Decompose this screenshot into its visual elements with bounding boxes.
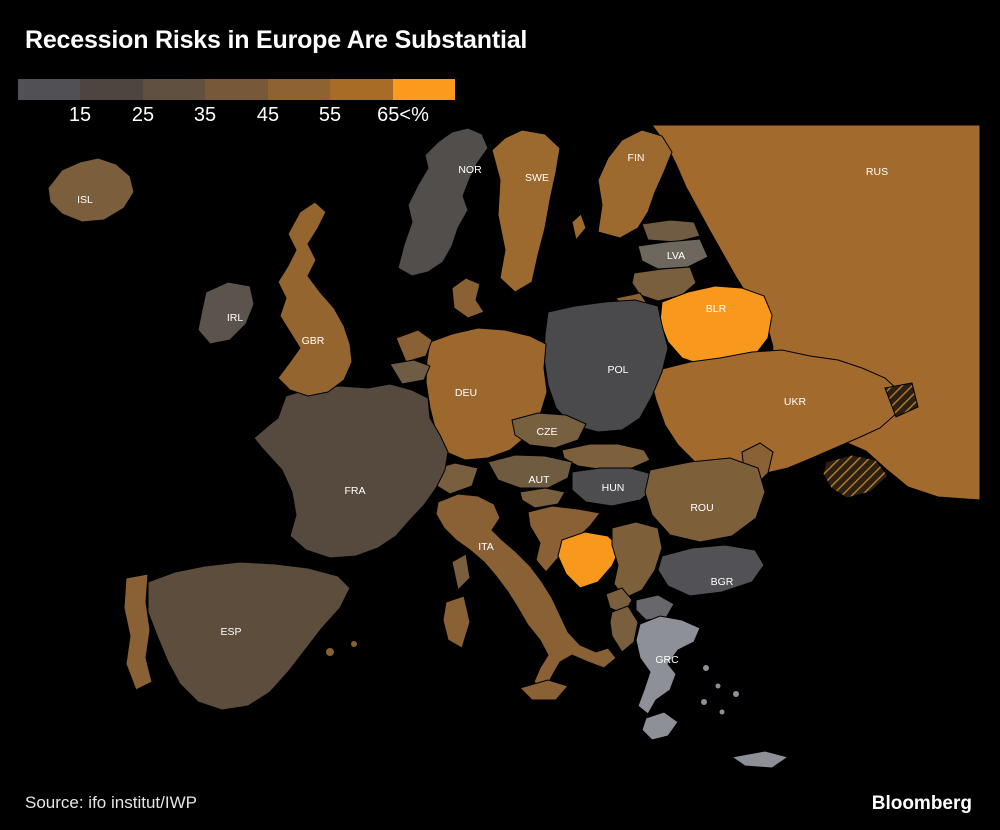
country-spain xyxy=(147,561,351,711)
country-estonia xyxy=(641,219,701,243)
legend-segment-6 xyxy=(330,79,394,100)
country-united-kingdom xyxy=(277,201,353,397)
legend-color-bar xyxy=(18,79,455,100)
country-bulgaria xyxy=(657,544,765,597)
legend-segment-2 xyxy=(80,79,144,100)
legend-segment-5 xyxy=(268,79,331,100)
country-north-macedonia xyxy=(635,594,675,621)
island-crete xyxy=(730,750,790,769)
legend-tick-65: 65<% xyxy=(377,104,429,126)
country-france xyxy=(253,383,449,559)
label-deu: DEU xyxy=(455,387,477,399)
island-sicily xyxy=(519,679,569,701)
label-fra: FRA xyxy=(345,485,366,497)
country-austria xyxy=(487,454,573,489)
legend-segment-1 xyxy=(18,79,81,100)
label-rus: RUS xyxy=(866,166,888,178)
label-bgr: BGR xyxy=(711,576,734,588)
island-sardinia xyxy=(442,595,471,649)
legend-tick-45: 45 xyxy=(256,104,280,126)
country-belgium xyxy=(389,359,431,385)
island-gotland xyxy=(571,213,587,242)
country-netherlands xyxy=(395,329,433,363)
country-labels: ISL NOR SWE FIN RUS LVA BLR IRL GBR POL … xyxy=(77,152,888,666)
region-peloponnese xyxy=(641,711,679,741)
aegean-islands xyxy=(701,665,739,715)
label-rou: ROU xyxy=(690,502,713,514)
label-aut: AUT xyxy=(529,474,551,486)
legend-segment-4 xyxy=(205,79,269,100)
label-swe: SWE xyxy=(525,172,549,184)
label-blr: BLR xyxy=(706,303,727,315)
label-gbr: GBR xyxy=(302,335,325,347)
label-grc: GRC xyxy=(655,654,679,666)
country-serbia xyxy=(611,521,663,599)
country-romania xyxy=(644,457,766,543)
legend-tick-35: 35 xyxy=(193,104,217,126)
chart-title: Recession Risks in Europe Are Substantia… xyxy=(25,26,528,54)
country-albania xyxy=(609,605,639,653)
country-slovakia xyxy=(561,443,651,471)
label-cze: CZE xyxy=(537,426,558,438)
balearic-islands xyxy=(326,641,357,656)
bloomberg-logo: Bloomberg xyxy=(871,793,972,814)
country-finland xyxy=(597,129,673,239)
country-italy xyxy=(435,493,617,691)
island-corsica xyxy=(451,553,471,592)
country-bosnia xyxy=(557,531,621,589)
country-ireland xyxy=(197,281,255,345)
donbas-hatched-region xyxy=(884,382,919,418)
country-belarus xyxy=(659,285,773,367)
country-ukraine xyxy=(651,349,901,475)
crimea-hatched-region xyxy=(822,454,889,499)
country-norway xyxy=(397,127,489,277)
country-latvia xyxy=(637,238,709,270)
label-esp: ESP xyxy=(220,626,241,638)
legend-segment-3 xyxy=(143,79,206,100)
label-hun: HUN xyxy=(602,482,625,494)
legend: 15 25 35 45 55 65<% xyxy=(18,79,488,129)
label-lva: LVA xyxy=(667,250,685,262)
legend-tick-15: 15 xyxy=(68,104,92,126)
country-sweden xyxy=(491,129,561,293)
label-pol: POL xyxy=(607,364,628,376)
legend-tick-25: 25 xyxy=(131,104,155,126)
country-czechia xyxy=(511,412,587,449)
country-greece xyxy=(635,615,701,715)
label-ukr: UKR xyxy=(784,396,807,408)
label-irl: IRL xyxy=(227,312,244,324)
label-fin: FIN xyxy=(628,152,645,164)
country-slovenia xyxy=(519,487,566,509)
label-nor: NOR xyxy=(458,164,482,176)
legend-segment-7 xyxy=(393,79,455,100)
label-ita: ITA xyxy=(478,541,494,553)
label-isl: ISL xyxy=(77,194,93,206)
country-portugal xyxy=(123,573,153,691)
country-poland xyxy=(543,299,669,433)
country-denmark xyxy=(451,277,485,319)
source-credit: Source: ifo institut/IWP xyxy=(25,793,197,812)
country-iceland xyxy=(47,157,135,223)
legend-tick-55: 55 xyxy=(318,104,342,126)
